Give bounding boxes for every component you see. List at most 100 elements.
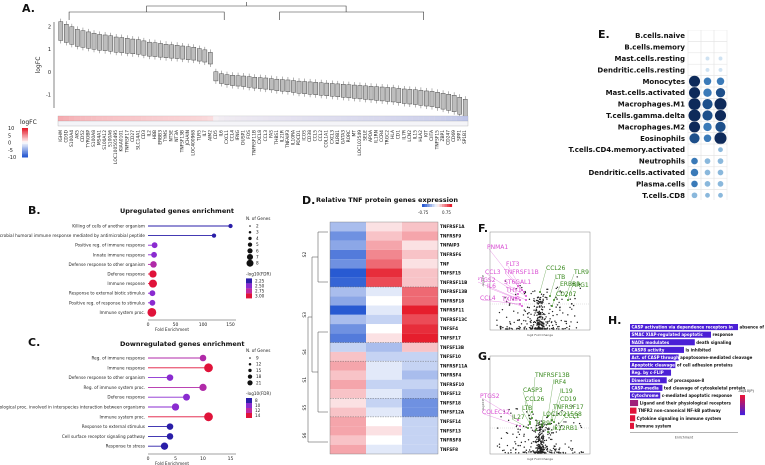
cell-dot: [704, 158, 711, 164]
gene-label-down: ERBB3: [560, 281, 580, 288]
volcano-point: [553, 452, 556, 454]
bar-inner-text: Dimerization: [632, 378, 661, 383]
cell-dot: [704, 181, 711, 187]
x-tick-label: 15: [228, 456, 234, 462]
heatmap-row-label: TNFSF12: [440, 391, 461, 396]
cell-type-label: Dendritic.cells.activated: [589, 169, 686, 177]
volcano-point: [555, 306, 557, 308]
logfc-cell: [185, 116, 191, 121]
panel-g-label: G.: [478, 350, 492, 363]
heatmap-cell: [330, 296, 366, 306]
label-leader: [524, 400, 531, 423]
volcano-point: [524, 440, 526, 443]
logfc-cell: [307, 116, 313, 121]
volcano-point: [557, 413, 560, 415]
bar-outer-text: Ligand and their physiological receptors: [640, 401, 732, 406]
volcano-point: [538, 423, 541, 426]
cell-type-label: Mast.cells.resting: [615, 55, 686, 63]
term-label: Innate immune response: [93, 252, 146, 257]
gene-label: S100A4: [69, 130, 75, 147]
label-leader: [531, 376, 536, 413]
panel-d-label: D.: [302, 194, 316, 207]
label-leader: [478, 281, 517, 299]
volcano-point: [505, 431, 508, 434]
x-tick-label: 50: [173, 322, 179, 328]
volcano-point: [500, 326, 502, 328]
cell-dot: [716, 77, 725, 86]
gene-label: SELE: [363, 130, 369, 141]
volcano-point: [531, 327, 534, 330]
term-dot: [211, 233, 217, 238]
heatmap-row-label: TNFRSF9: [440, 233, 461, 238]
heatmap-cell: [330, 222, 366, 232]
color-legend-label: 10: [255, 403, 261, 408]
box: [147, 41, 152, 57]
term-dot: [204, 363, 213, 373]
volcano-point: [533, 298, 535, 300]
gene-label: NT5E: [169, 130, 175, 142]
gene-label: CD69: [451, 130, 457, 142]
volcano-point: [533, 300, 536, 303]
volcano-point: [541, 306, 544, 308]
scale-gradient: [429, 204, 433, 207]
bar-inner-text: NADE modulates: [632, 340, 670, 345]
volcano-point: [528, 306, 530, 309]
term-dot: [228, 223, 233, 229]
gene-label-down: IRF4: [553, 379, 566, 386]
volcano-point: [539, 313, 542, 315]
scale-gradient: [444, 204, 448, 207]
gene-label: TNFAIP3: [285, 130, 291, 149]
volcano-point: [545, 424, 548, 426]
volcano-point: [537, 433, 540, 435]
volcano-point: [535, 299, 538, 302]
gene-label: GATA3: [340, 130, 346, 144]
legend-gradient: [740, 411, 745, 414]
volcano-point: [539, 328, 541, 330]
volcano-point: [506, 432, 509, 434]
size-legend-label: 9: [256, 356, 259, 361]
volcano-point: [536, 324, 538, 326]
gene-label: CD5: [213, 130, 219, 139]
size-legend-label: 15: [256, 368, 262, 373]
logfc-cell: [135, 116, 142, 121]
size-legend-dot: [248, 230, 252, 234]
heatmap-cell: [402, 444, 438, 454]
heatmap-cell: [402, 324, 438, 334]
volcano-point: [538, 447, 540, 449]
volcano-point: [540, 305, 543, 307]
logfc-cell: [290, 116, 297, 121]
label-leader: [505, 273, 525, 293]
box: [291, 80, 296, 93]
gene-label: TYMS: [163, 130, 169, 143]
volcano-point: [523, 433, 525, 435]
grid-cell: [687, 52, 702, 65]
heatmap-cell: [330, 379, 366, 390]
term-label: Reg. of immune system proc.: [84, 385, 145, 390]
size-legend-title: N. of Genes: [246, 216, 270, 221]
volcano-point: [519, 429, 521, 431]
logfc-cell: [74, 116, 81, 121]
label-leader: [481, 397, 519, 421]
volcano-point: [570, 321, 572, 323]
gene-label: TNFSF13B: [180, 130, 186, 153]
box: [141, 40, 147, 56]
box: [257, 77, 263, 89]
size-legend-dot: [247, 242, 253, 247]
volcano-point: [548, 451, 551, 453]
heatmap-cell: [330, 389, 366, 399]
gene-label-down: CD19: [560, 396, 577, 403]
legend-title: logFC: [20, 119, 37, 126]
volcano-point: [555, 323, 557, 326]
heatmap-cell: [402, 277, 438, 287]
gene-label: S100A8: [91, 130, 97, 147]
volcano-point: [504, 451, 506, 454]
volcano-frame: [489, 355, 591, 455]
gene-label: CCL2: [318, 130, 324, 142]
color-legend-swatch: [246, 293, 252, 299]
box: [385, 87, 390, 102]
volcano-point: [548, 312, 550, 315]
size-legend-dot: [249, 357, 251, 359]
volcano-point: [579, 425, 582, 427]
label-leader: [507, 265, 523, 291]
box: [446, 94, 451, 111]
